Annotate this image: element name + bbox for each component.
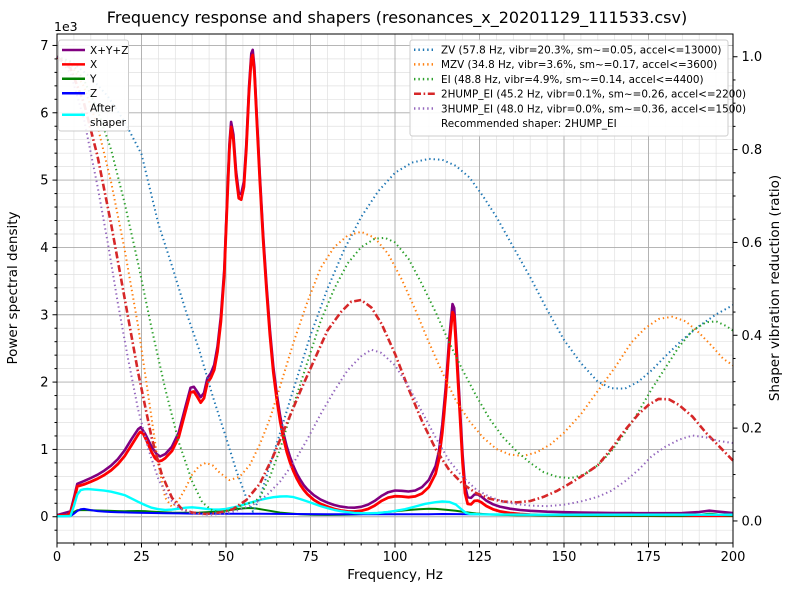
tick-label: 25 xyxy=(133,550,150,565)
tick-label: 150 xyxy=(552,550,577,565)
tick-label: 2 xyxy=(40,376,48,391)
series-lines xyxy=(56,48,734,518)
tick-label: 75 xyxy=(302,550,319,565)
tick-label: 100 xyxy=(383,550,408,565)
legend-label: X+Y+Z xyxy=(90,45,128,57)
tick-label: 50 xyxy=(218,550,235,565)
legend-label: 3HUMP_EI (48.0 Hz, vibr=0.0%, sm~=0.36, … xyxy=(441,103,746,115)
x-axis-label: Frequency, Hz xyxy=(347,567,443,583)
tick-label: 0.2 xyxy=(742,422,763,437)
series-after-shaper xyxy=(56,487,733,518)
legend-label: After xyxy=(90,102,116,114)
tick-label: 200 xyxy=(721,550,746,565)
legend-label: MZV (34.8 Hz, vibr=3.6%, sm~=0.17, accel… xyxy=(441,59,717,71)
axis-tick-labels: 0 25 50 75 100 125 150 175 200 0 1 2 3 4 5 6 7 0.0 0.2 0.4 0… xyxy=(40,39,762,565)
tick-label: 0.0 xyxy=(742,514,763,529)
tick-label: 3 xyxy=(40,308,48,323)
tick-label: 7 xyxy=(40,39,48,54)
legend-label: shaper xyxy=(90,117,127,129)
legend-label: Recommended shaper: 2HUMP_EI xyxy=(441,118,617,130)
tick-label: 0 xyxy=(40,510,48,525)
legend-label: Y xyxy=(89,74,97,86)
tick-label: 1 xyxy=(40,443,48,458)
tick-label: 4 xyxy=(40,241,48,256)
tick-label: 0.6 xyxy=(742,236,763,251)
tick-label: 5 xyxy=(40,174,48,189)
chart-title: Frequency response and shapers (resonanc… xyxy=(107,8,687,28)
tick-label: 0 xyxy=(53,550,61,565)
series-ei xyxy=(56,55,734,514)
series-x-y-z xyxy=(56,48,734,517)
tick-label: 0.4 xyxy=(742,329,763,344)
legend-box xyxy=(409,39,729,137)
tick-label: 0.8 xyxy=(742,143,763,158)
legend-label: 2HUMP_EI (45.2 Hz, vibr=0.1%, sm~=0.26, … xyxy=(441,89,746,101)
axis-ticks xyxy=(52,44,738,548)
series-2hump-ei xyxy=(56,55,734,516)
legend-label: X xyxy=(90,59,97,71)
axis-offset-text: 1e3 xyxy=(54,19,78,34)
legend-label: ZV (57.8 Hz, vibr=20.3%, sm~=0.05, accel… xyxy=(441,45,721,57)
y-axis-label-left: Power spectral density xyxy=(5,211,21,364)
tick-label: 125 xyxy=(467,550,492,565)
tick-label: 175 xyxy=(636,550,661,565)
tick-label: 1.0 xyxy=(742,50,763,65)
y-axis-label-right: Shaper vibration reduction (ratio) xyxy=(767,175,783,401)
tick-label: 6 xyxy=(40,106,48,121)
legends: X+Y+Z XYZ After shaper ZV (57.8 Hz, vibr=20.… xyxy=(58,39,746,137)
series-x xyxy=(56,53,733,518)
legend-label: EI (48.8 Hz, vibr=4.9%, sm~=0.14, accel<… xyxy=(441,74,704,86)
series-3hump-ei xyxy=(56,56,734,516)
legend-label: Z xyxy=(90,88,97,100)
legend-box xyxy=(58,39,129,132)
